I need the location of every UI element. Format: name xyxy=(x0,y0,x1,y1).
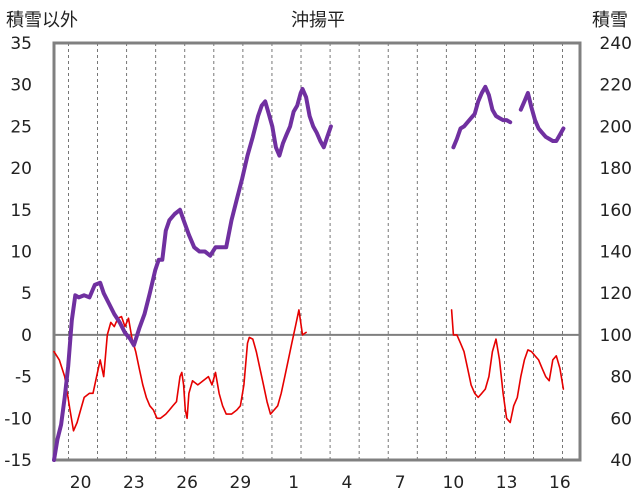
y-tick-right-label: 120 xyxy=(600,284,632,304)
x-tick-label: 4 xyxy=(341,473,352,493)
y-tick-right-label: 160 xyxy=(600,201,632,221)
y-tick-left-label: 30 xyxy=(10,76,32,96)
x-tick-label: 23 xyxy=(123,473,145,493)
y-tick-right-label: 200 xyxy=(600,117,632,137)
y-tick-left-label: 35 xyxy=(10,34,32,54)
y-tick-left-label: 10 xyxy=(10,243,32,263)
y-tick-left-label: -10 xyxy=(4,409,32,429)
y-tick-left-label: 0 xyxy=(21,326,32,346)
snow-depth-series-line xyxy=(54,89,331,460)
snow-depth-series-line xyxy=(453,87,510,148)
y-tick-right-label: 60 xyxy=(610,409,632,429)
snow-depth-series-line xyxy=(521,93,564,141)
y-tick-left-label: -15 xyxy=(4,451,32,471)
y-tick-left-label: 15 xyxy=(10,201,32,221)
other-series-line xyxy=(54,310,306,431)
y-tick-right-label: 180 xyxy=(600,159,632,179)
y-tick-left-label: 20 xyxy=(10,159,32,179)
y-tick-right-label: 220 xyxy=(600,76,632,96)
plot-frame xyxy=(54,43,580,460)
y-tick-right-label: 40 xyxy=(610,451,632,471)
x-tick-label: 20 xyxy=(70,473,92,493)
y-tick-right-label: 80 xyxy=(610,368,632,388)
x-tick-label: 16 xyxy=(549,473,571,493)
y-tick-left-label: 5 xyxy=(21,284,32,304)
y-tick-right-label: 240 xyxy=(600,34,632,54)
x-tick-label: 10 xyxy=(443,473,465,493)
x-tick-label: 26 xyxy=(176,473,198,493)
x-tick-label: 29 xyxy=(230,473,252,493)
x-tick-label: 7 xyxy=(395,473,406,493)
y-tick-right-label: 100 xyxy=(600,326,632,346)
y-tick-left-label: -5 xyxy=(15,368,32,388)
y-tick-right-label: 140 xyxy=(600,243,632,263)
x-tick-label: 13 xyxy=(496,473,518,493)
other-series-line xyxy=(452,310,564,423)
x-tick-label: 1 xyxy=(288,473,299,493)
y-tick-left-label: 25 xyxy=(10,117,32,137)
